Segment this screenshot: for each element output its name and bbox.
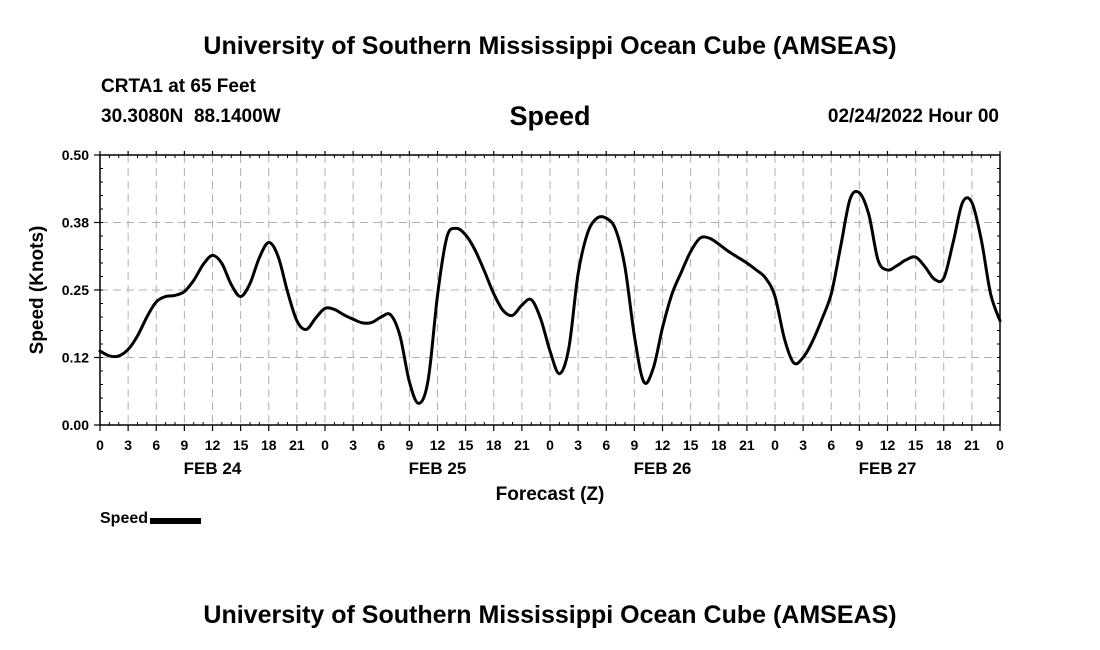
x-tick-label: 21 <box>739 437 755 453</box>
x-tick-label: 9 <box>855 437 863 453</box>
y-axis-tick-labels: 0.00 0.12 0.25 0.38 0.50 <box>62 147 89 433</box>
coordinates-label: 30.3080N 88.1400W <box>101 106 281 127</box>
x-tick-label: 18 <box>711 437 727 453</box>
y-tick-label: 0.25 <box>62 282 89 298</box>
x-tick-label: 15 <box>908 437 924 453</box>
x-tick-label: 21 <box>514 437 530 453</box>
y-tick-label: 0.38 <box>62 215 89 231</box>
x-tick-label: 21 <box>964 437 980 453</box>
x-tick-label: 12 <box>880 437 896 453</box>
x-tick-label: 12 <box>655 437 671 453</box>
forecast-time-label: 02/24/2022 Hour 00 <box>827 106 999 127</box>
day-label: FEB 25 <box>409 459 467 478</box>
day-label: FEB 27 <box>859 459 917 478</box>
x-axis-day-labels: FEB 24 FEB 25 FEB 26 FEB 27 <box>184 459 917 478</box>
x-tick-label: 15 <box>683 437 699 453</box>
chart-title-bottom: University of Southern Mississippi Ocean… <box>203 601 897 629</box>
x-tick-label: 12 <box>430 437 446 453</box>
x-tick-label: 9 <box>405 437 413 453</box>
x-tick-label: 6 <box>377 437 385 453</box>
y-tick-label: 0.12 <box>62 350 89 366</box>
x-tick-label: 0 <box>96 437 104 453</box>
y-tick-label: 0.00 <box>62 417 89 433</box>
x-tick-label: 18 <box>936 437 952 453</box>
axis-ticks <box>94 151 1001 431</box>
x-tick-label: 18 <box>261 437 277 453</box>
x-tick-label: 6 <box>602 437 610 453</box>
day-label: FEB 26 <box>634 459 692 478</box>
y-axis-title: Speed (Knots) <box>27 226 48 355</box>
x-tick-label: 0 <box>321 437 329 453</box>
x-tick-label: 15 <box>233 437 249 453</box>
variable-title: Speed <box>509 101 591 131</box>
day-label: FEB 24 <box>184 459 242 478</box>
x-tick-label: 3 <box>124 437 132 453</box>
legend: Speed <box>100 510 202 528</box>
x-tick-label: 3 <box>799 437 807 453</box>
x-tick-label: 21 <box>289 437 305 453</box>
x-tick-label: 6 <box>827 437 835 453</box>
grid-lines <box>100 155 1000 425</box>
x-tick-label: 9 <box>630 437 638 453</box>
x-axis-title: Forecast (Z) <box>496 484 605 505</box>
x-tick-label: 0 <box>996 437 1004 453</box>
x-tick-label: 15 <box>458 437 474 453</box>
speed-series-line <box>98 189 1002 405</box>
x-tick-label: 3 <box>574 437 582 453</box>
x-tick-label: 9 <box>180 437 188 453</box>
x-axis-tick-labels: 0 3 6 9 12 15 18 21 0 3 6 9 12 15 18 21 0 3 6 9 12 15 18 21 0 3 6 9… <box>96 437 1004 453</box>
x-tick-label: 0 <box>546 437 554 453</box>
x-tick-label: 12 <box>205 437 221 453</box>
legend-line-swatch <box>150 517 202 524</box>
x-tick-label: 3 <box>349 437 357 453</box>
x-tick-label: 6 <box>152 437 160 453</box>
station-label: CRTA1 at 65 Feet <box>101 76 256 97</box>
x-tick-label: 0 <box>771 437 779 453</box>
y-tick-label: 0.50 <box>62 147 89 163</box>
legend-label: Speed <box>100 510 149 527</box>
x-tick-label: 18 <box>486 437 502 453</box>
chart-title-top: University of Southern Mississippi Ocean… <box>203 32 897 60</box>
